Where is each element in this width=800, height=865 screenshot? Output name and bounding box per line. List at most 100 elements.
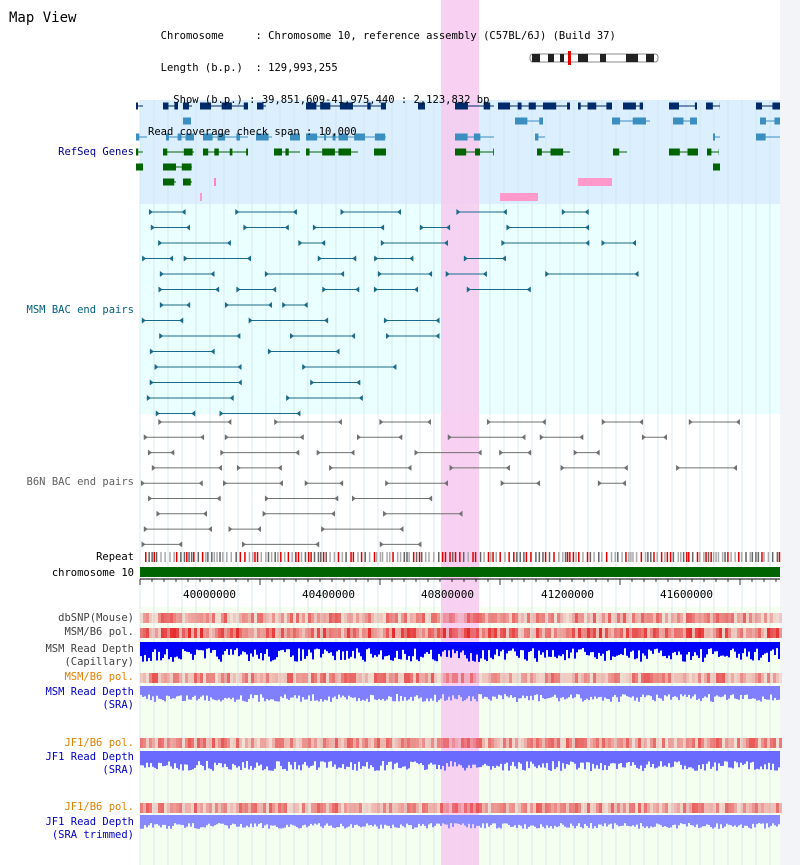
track-label-jf1-pol-1: JF1/B6 pol.	[64, 737, 134, 749]
polymorphism-cell	[698, 738, 701, 748]
read-depth-bar	[458, 642, 460, 659]
read-depth-bar	[690, 815, 692, 826]
read-depth-bar	[632, 751, 634, 763]
track-label-msm-bac[interactable]: MSM BAC end pairs	[26, 304, 134, 316]
read-depth-bar	[530, 686, 532, 696]
polymorphism-cell	[734, 628, 737, 638]
read-depth-bar	[472, 686, 474, 697]
read-depth-bar	[754, 815, 756, 828]
polymorphism-cell	[494, 738, 497, 748]
read-depth-bar	[350, 642, 352, 657]
read-depth-bar	[570, 815, 572, 824]
polymorphism-cell	[305, 628, 308, 638]
polymorphism-cell	[179, 613, 182, 623]
polymorphism-cell	[728, 738, 731, 748]
polymorphism-cell	[425, 738, 428, 748]
gene-exon	[772, 102, 780, 110]
polymorphism-cell	[677, 673, 680, 683]
read-depth-bar	[396, 751, 398, 763]
polymorphism-cell	[659, 673, 662, 683]
track-label-b6n-bac[interactable]: B6N BAC end pairs	[26, 476, 134, 488]
read-depth-bar	[426, 815, 428, 829]
read-depth-bar	[328, 815, 330, 826]
read-depth-bar	[266, 642, 268, 650]
polymorphism-cell	[755, 738, 758, 748]
read-depth-bar	[528, 686, 530, 701]
read-depth-bar	[326, 815, 328, 824]
read-depth-bar	[204, 642, 206, 659]
polymorphism-cell	[266, 803, 269, 813]
read-depth-bar	[546, 751, 548, 764]
track-label-refseq[interactable]: RefSeq Genes	[58, 146, 134, 158]
repeat-mark	[462, 552, 465, 562]
polymorphism-cell	[599, 673, 602, 683]
gene-exon	[542, 102, 557, 110]
polymorphism-cell	[686, 673, 689, 683]
read-depth-bar	[198, 751, 200, 762]
read-depth-bar	[512, 686, 514, 698]
read-depth-bar	[754, 751, 756, 770]
polymorphism-cell	[746, 673, 749, 683]
polymorphism-cell	[626, 628, 629, 638]
read-depth-bar	[558, 751, 560, 762]
polymorphism-cell	[659, 613, 662, 623]
read-depth-bar	[160, 642, 162, 661]
read-depth-bar	[608, 815, 610, 825]
polymorphism-cell	[563, 673, 566, 683]
polymorphism-cell	[401, 673, 404, 683]
read-depth-bar	[748, 751, 750, 770]
read-depth-bar	[430, 751, 432, 763]
read-depth-bar	[340, 815, 342, 824]
polymorphism-cell	[203, 673, 206, 683]
gene-exon	[136, 133, 140, 141]
polymorphism-cell	[410, 673, 413, 683]
read-depth-bar	[508, 751, 510, 771]
read-depth-bar	[712, 751, 714, 767]
polymorphism-cell	[701, 628, 704, 638]
read-depth-bar	[766, 642, 768, 653]
msm-bac-pair-end	[435, 317, 440, 324]
polymorphism-cell	[590, 673, 593, 683]
polymorphism-cell	[290, 628, 293, 638]
polymorphism-cell	[248, 673, 251, 683]
read-depth-bar	[140, 751, 142, 766]
read-depth-bar	[210, 642, 212, 653]
polymorphism-cell	[671, 738, 674, 748]
read-depth-bar	[672, 642, 674, 653]
msm-bac-pair-end	[428, 271, 433, 277]
polymorphism-cell	[272, 673, 275, 683]
polymorphism-cell	[248, 803, 251, 813]
read-depth-bar	[194, 751, 196, 768]
read-depth-bar	[752, 642, 754, 661]
polymorphism-cell	[719, 613, 722, 623]
polymorphism-cell	[491, 738, 494, 748]
polymorphism-cell	[512, 673, 515, 683]
read-depth-bar	[146, 642, 148, 662]
polymorphism-cell	[452, 803, 455, 813]
read-depth-bar	[320, 815, 322, 827]
repeat-mark	[544, 552, 547, 562]
read-depth-bar	[710, 642, 712, 649]
polymorphism-cell	[623, 628, 626, 638]
read-depth-bar	[220, 642, 222, 662]
read-depth-bar	[516, 642, 518, 656]
polymorphism-cell	[314, 673, 317, 683]
b6n-bac-pair-end	[198, 480, 203, 487]
repeat-mark	[630, 552, 632, 562]
gene-exon	[320, 102, 331, 110]
polymorphism-cell	[614, 613, 617, 623]
read-depth-bar	[250, 815, 252, 824]
repeat-mark	[530, 552, 532, 562]
polymorphism-cell	[695, 628, 698, 638]
read-depth-bar	[654, 642, 656, 650]
read-depth-bar	[740, 642, 742, 660]
repeat-mark	[341, 552, 344, 562]
polymorphism-cell	[509, 613, 512, 623]
read-depth-bar	[240, 642, 242, 655]
polymorphism-cell	[392, 628, 395, 638]
polymorphism-cell	[533, 673, 536, 683]
read-depth-bar	[142, 751, 144, 766]
read-depth-bar	[152, 751, 154, 767]
polymorphism-cell	[641, 673, 644, 683]
